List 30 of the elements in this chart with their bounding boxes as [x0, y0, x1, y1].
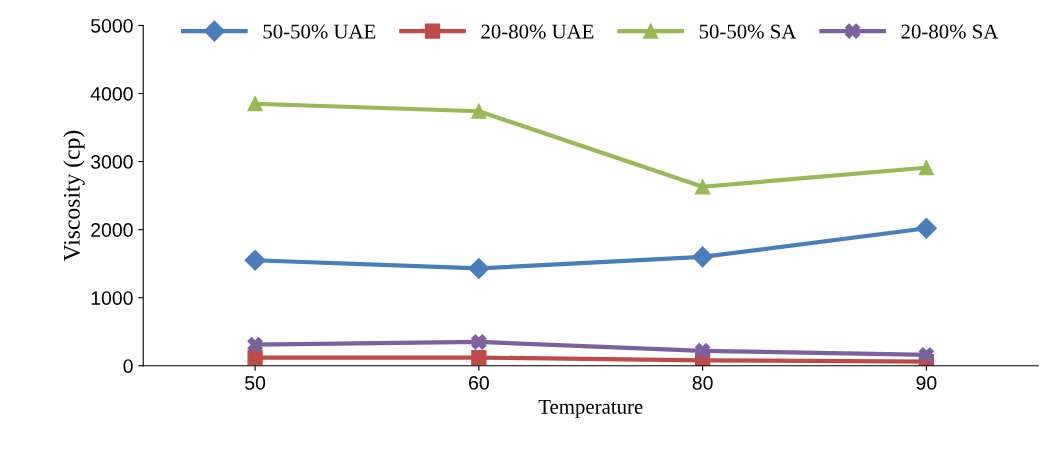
- point: [918, 347, 935, 363]
- y-tick-label: 0: [123, 359, 133, 374]
- point: [247, 96, 263, 112]
- x-tick-label: 80: [692, 376, 713, 390]
- point: [471, 103, 487, 119]
- legend-label: 50-50% SA: [699, 24, 797, 39]
- y-tick-label: 5000: [91, 18, 133, 33]
- point: [247, 337, 263, 353]
- point: [694, 179, 711, 195]
- y-tick-label: 4000: [90, 86, 133, 101]
- x-tick-label: 60: [469, 376, 489, 390]
- y-axis-title: Viscosity (cp): [63, 130, 85, 262]
- y-tick-label: 1000: [91, 291, 133, 305]
- x-axis-title: Temperature: [538, 399, 643, 419]
- point: [468, 257, 490, 279]
- point: [471, 349, 487, 366]
- legend-label: 20-80% SA: [901, 24, 999, 39]
- point: [692, 246, 714, 268]
- legend-label: 20-80% UAE: [481, 24, 594, 39]
- point: [694, 343, 711, 359]
- y-tick-label: 3000: [90, 155, 133, 169]
- point: [247, 349, 263, 366]
- point: [918, 160, 935, 176]
- x-tick-label: 50: [245, 376, 266, 390]
- x-tick-label: 90: [916, 376, 937, 390]
- legend-label: 50-50% UAE: [263, 24, 376, 39]
- point: [471, 334, 487, 350]
- point: [915, 217, 937, 239]
- y-tick-label: 2000: [91, 223, 133, 237]
- point: [244, 249, 266, 271]
